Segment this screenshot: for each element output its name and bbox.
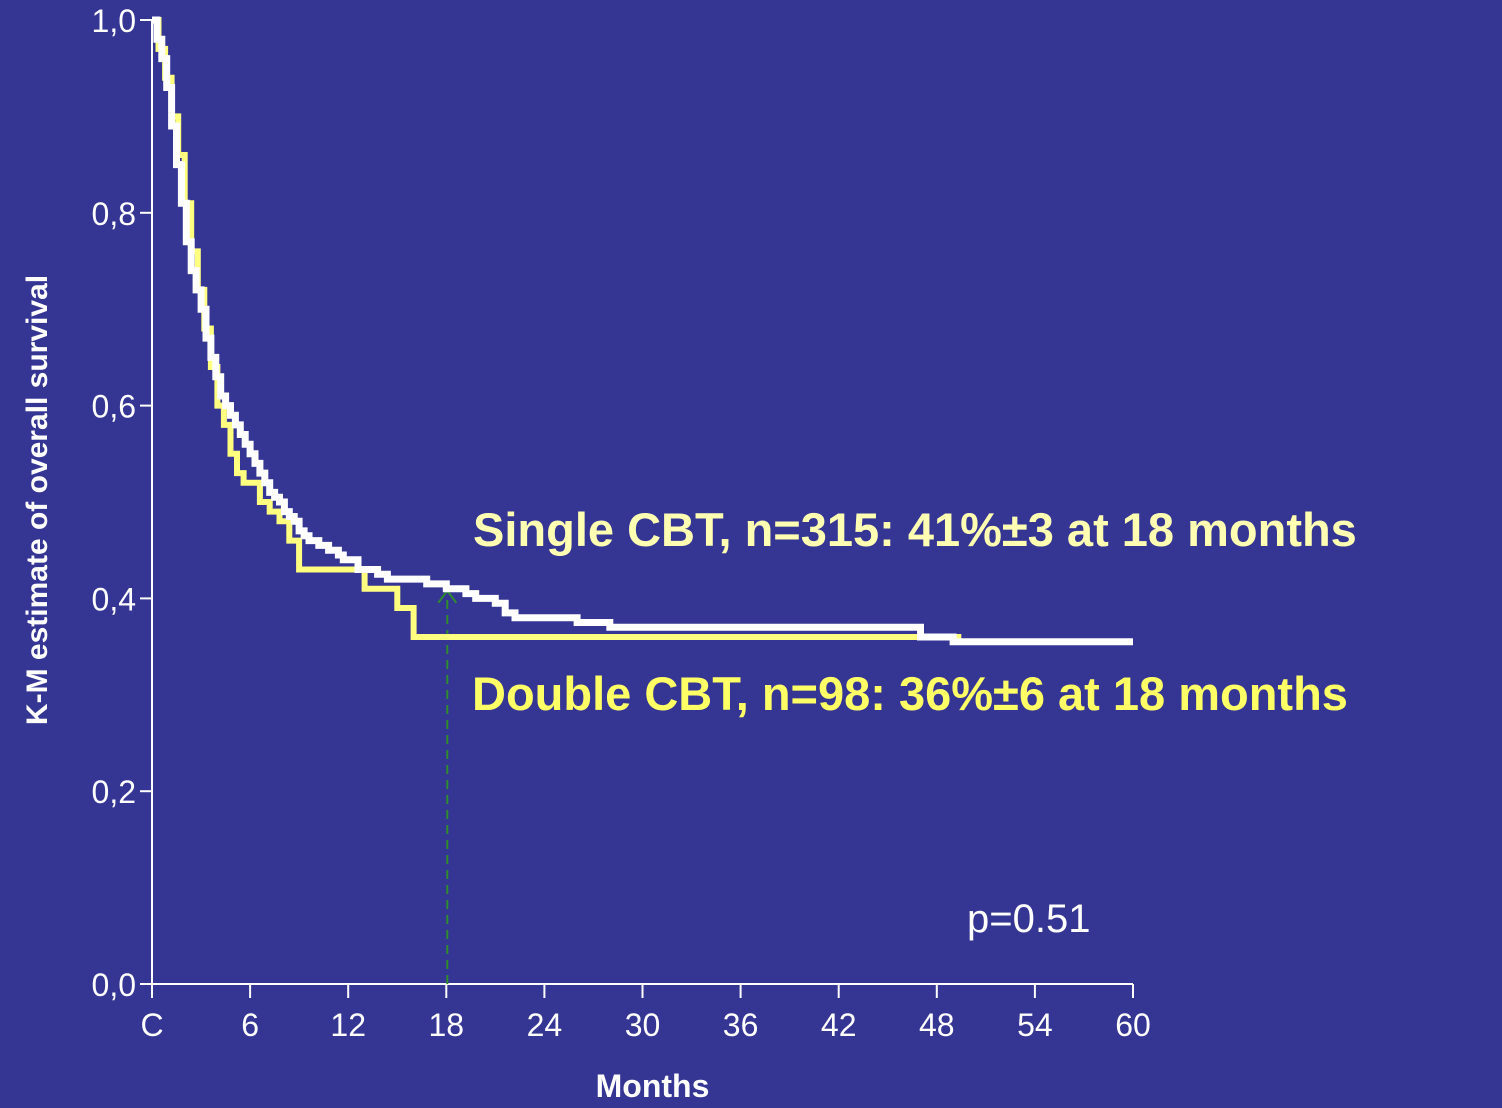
y-tick-label: 0,6	[92, 389, 136, 425]
y-tick-label: 1,0	[92, 3, 136, 39]
x-tick-label: C	[140, 1007, 163, 1043]
x-tick-label: 60	[1115, 1007, 1151, 1043]
x-tick-label: 24	[527, 1007, 563, 1043]
series-line-single-cbt	[152, 16, 1133, 646]
x-tick-label: 48	[919, 1007, 955, 1043]
y-tick-label: 0,0	[92, 967, 136, 1003]
x-tick-label: 6	[241, 1007, 259, 1043]
x-tick-label: 18	[429, 1007, 465, 1043]
annotation-p-value: p=0.51	[967, 897, 1090, 941]
x-tick-label: 42	[821, 1007, 857, 1043]
y-tick-label: 0,4	[92, 581, 136, 617]
annotation-double-cbt: Double CBT, n=98: 36%±6 at 18 months	[472, 667, 1348, 720]
x-axis-label: Months	[596, 1068, 710, 1103]
y-tick-label: 0,2	[92, 774, 136, 810]
y-axis-label: K-M estimate of overall survival	[21, 275, 54, 725]
annotation-single-cbt: Single CBT, n=315: 41%±3 at 18 months	[473, 503, 1357, 556]
x-tick-label: 54	[1017, 1007, 1053, 1043]
x-tick-label: 30	[625, 1007, 661, 1043]
x-tick-label: 36	[723, 1007, 759, 1043]
y-tick-label: 0,8	[92, 196, 136, 232]
x-tick-label: 12	[330, 1007, 366, 1043]
